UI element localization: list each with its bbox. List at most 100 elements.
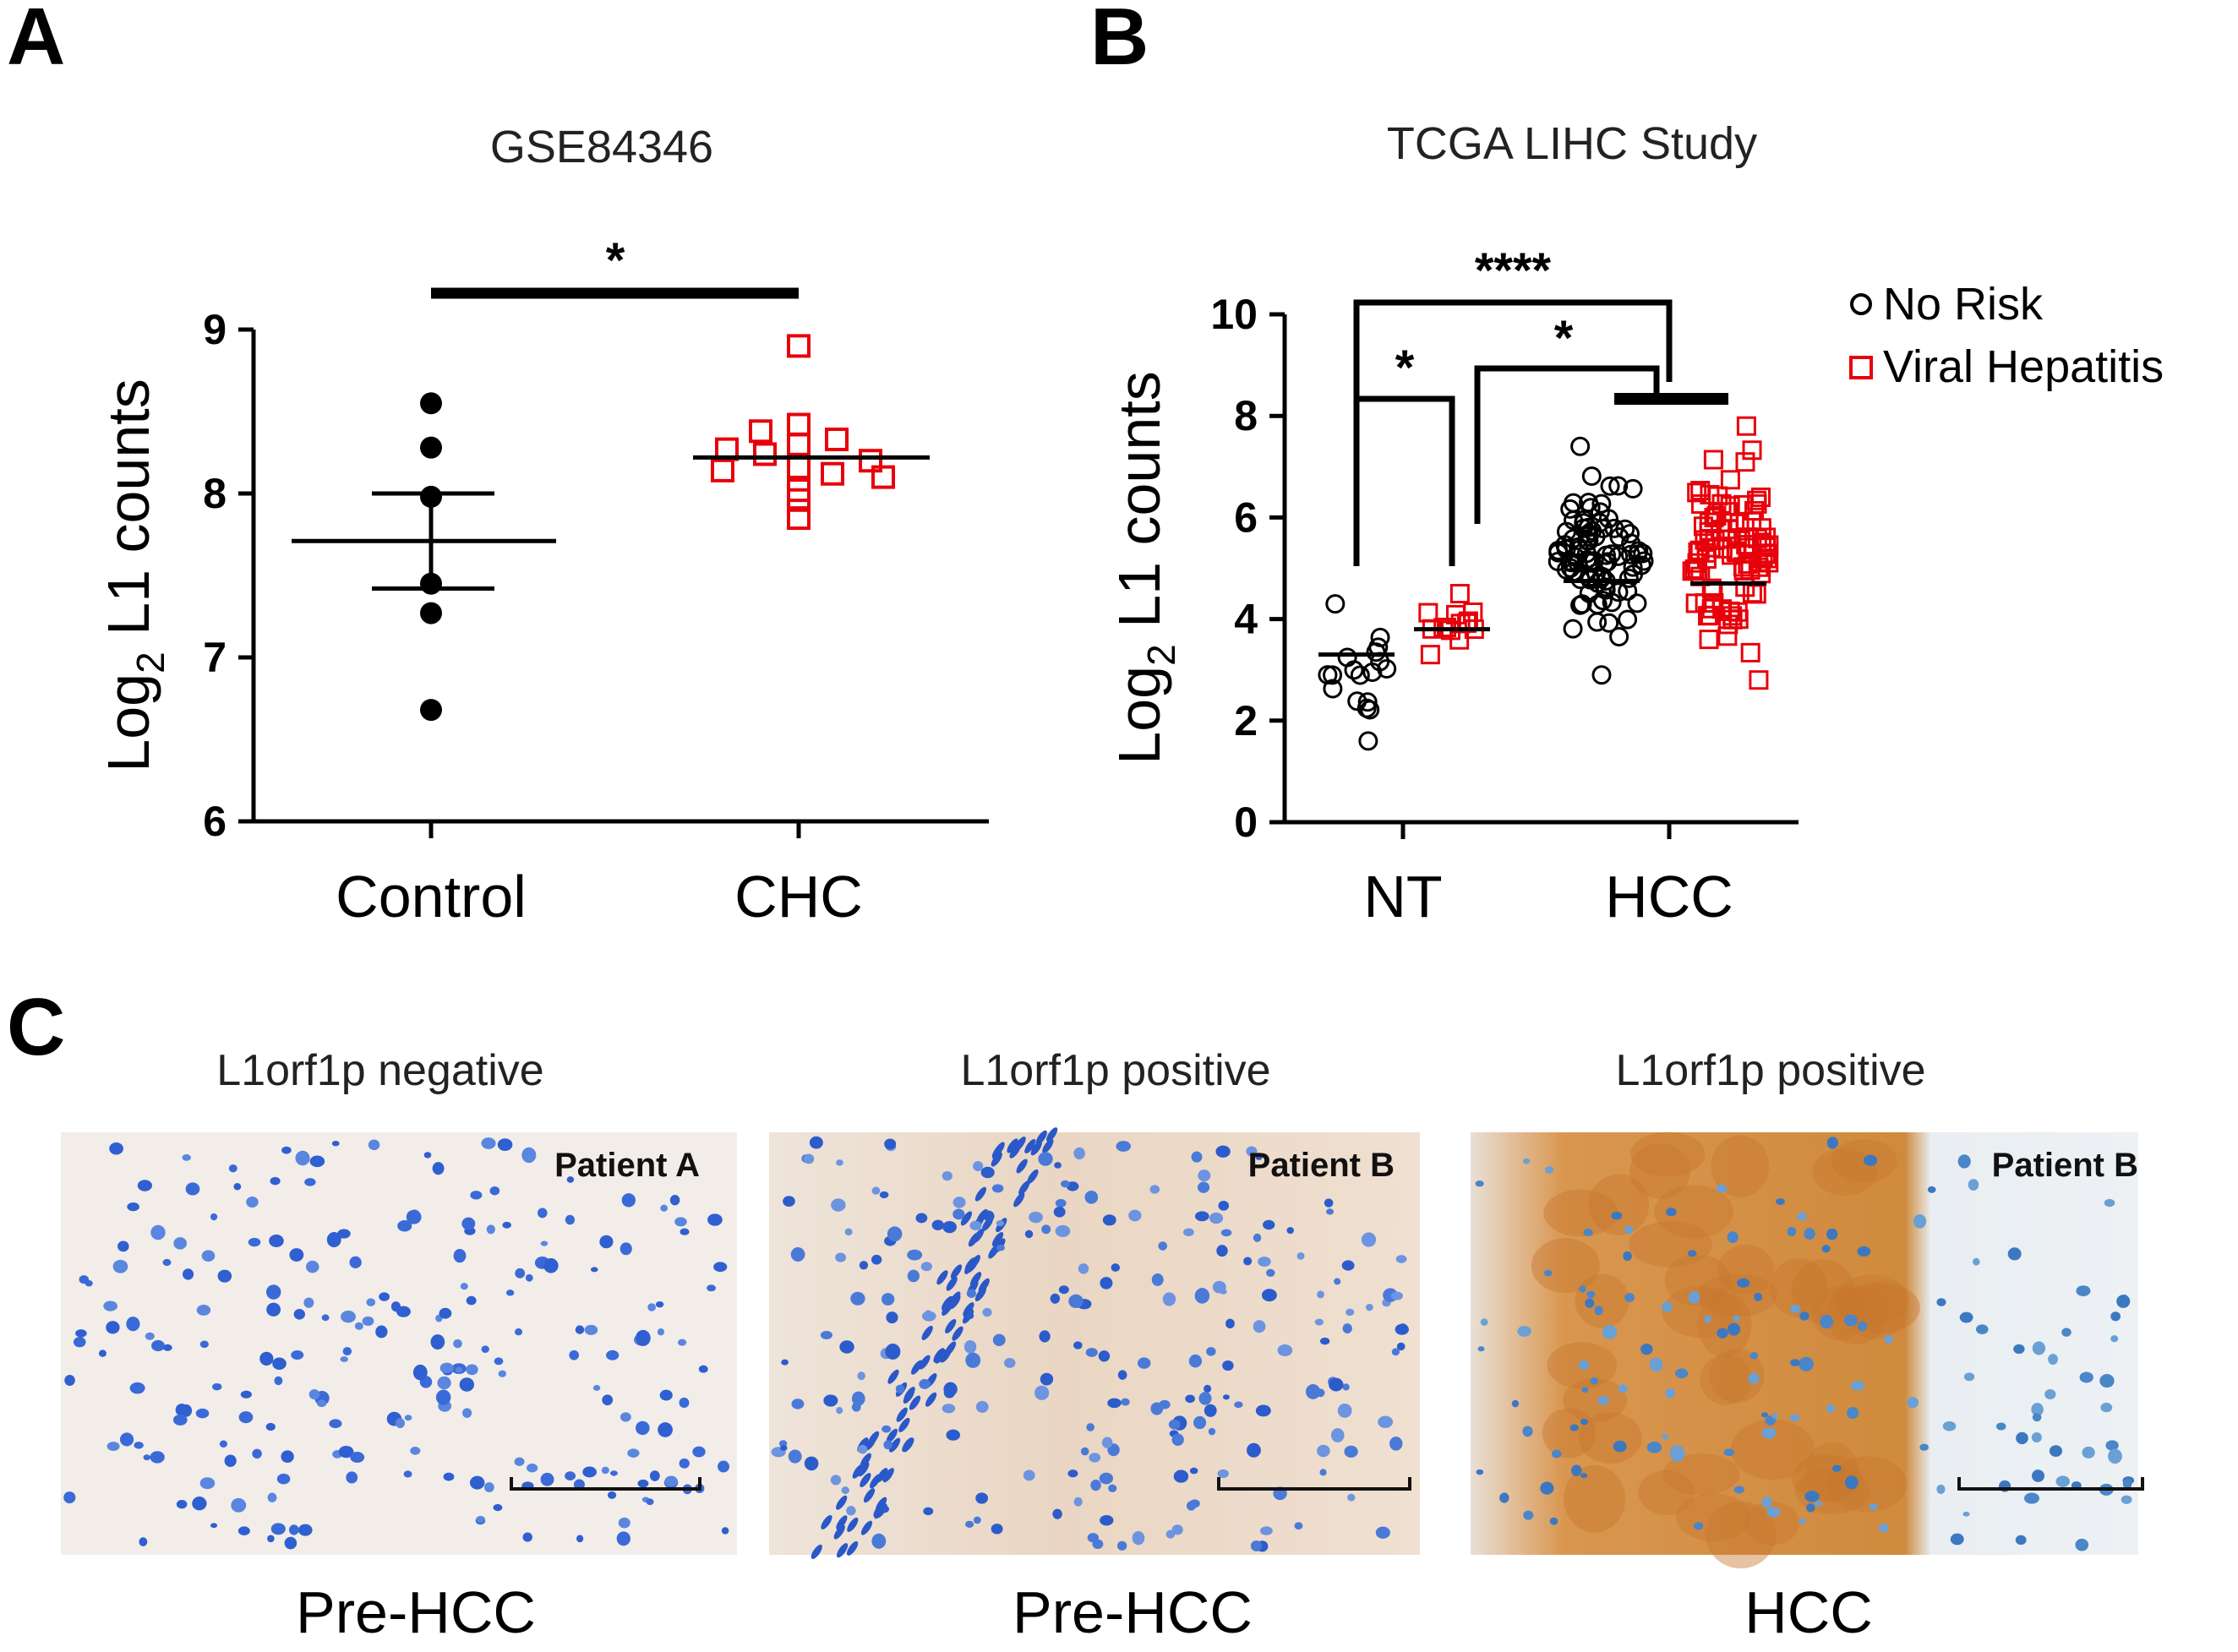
micrograph-nucleus: [341, 1311, 356, 1323]
micrograph-nucleus: [469, 1475, 485, 1490]
micrograph-nucleus: [1499, 1492, 1509, 1503]
chart-a-y-tick-label: 9: [203, 306, 227, 353]
micrograph-nucleus: [1108, 1484, 1117, 1492]
micrograph-nucleus: [1391, 1348, 1400, 1356]
micrograph-nucleus: [346, 1471, 358, 1484]
micrograph-nucleus: [950, 1264, 963, 1279]
micrograph-nucleus: [2013, 1344, 2025, 1355]
micrograph-nucleus: [410, 1447, 421, 1455]
micrograph-nucleus: [1727, 1322, 1741, 1336]
micrograph-nucleus: [1247, 1442, 1261, 1458]
micrograph-nucleus: [272, 1357, 287, 1371]
micrograph-nucleus: [85, 1279, 93, 1287]
chart-b-y-tick-label: 4: [1234, 596, 1258, 643]
micrograph-nucleus: [1050, 1293, 1061, 1304]
micrograph-nucleus: [103, 1300, 117, 1311]
chart-b-point-nt-no-risk: [1323, 679, 1343, 699]
micrograph-nucleus: [1581, 1387, 1589, 1393]
micrograph-nucleus: [627, 1448, 640, 1458]
micrograph-nucleus: [846, 1540, 859, 1556]
micrograph-nucleus: [291, 1349, 304, 1360]
micrograph-nucleus: [2031, 1403, 2044, 1416]
micrograph-cell: [1833, 1274, 1909, 1325]
micrograph-nucleus: [915, 1213, 928, 1224]
micrograph-nucleus: [1543, 1269, 1553, 1277]
micrograph-nucleus: [778, 1440, 788, 1448]
micrograph-nucleus: [395, 1418, 405, 1429]
micrograph-nucleus: [991, 1152, 1002, 1167]
micrograph-nucleus: [219, 1440, 228, 1448]
micrograph-nucleus: [974, 1186, 987, 1202]
micrograph-nucleus: [172, 1414, 188, 1426]
micrograph-nucleus: [836, 1159, 843, 1166]
micrograph-nucleus: [112, 1259, 128, 1273]
micrograph-nucleus: [1128, 1209, 1142, 1222]
micrograph-nucleus: [134, 1442, 144, 1449]
micrograph-nucleus: [1277, 1344, 1293, 1357]
micrograph-nucleus: [1342, 1323, 1352, 1334]
micrograph-nucleus: [308, 1389, 320, 1400]
micrograph-nucleus: [1171, 1433, 1184, 1447]
micrograph-nucleus: [657, 1328, 665, 1336]
micrograph-nucleus: [1013, 1192, 1025, 1208]
micrograph-nucleus: [655, 1300, 664, 1308]
micrograph-nucleus: [680, 1228, 690, 1235]
chart-a-point-chc: [753, 442, 777, 466]
micrograph-nucleus: [566, 1176, 575, 1183]
micrograph-nucleus: [1761, 1427, 1777, 1439]
micrograph-nucleus: [326, 1232, 341, 1247]
micrograph-nucleus: [1116, 1141, 1132, 1152]
micrograph-nucleus: [1183, 1228, 1194, 1237]
micrograph-nucleus: [871, 1254, 882, 1265]
micrograph-nucleus: [804, 1456, 819, 1471]
micrograph-nucleus: [1962, 1511, 1970, 1517]
micrograph-nucleus: [1602, 1324, 1618, 1339]
chart-a-point-control: [420, 392, 442, 415]
micrograph-nucleus: [1014, 1137, 1026, 1152]
micrograph-nucleus: [1480, 1318, 1488, 1326]
chart-b-point-hcc-no-risk: [1623, 478, 1643, 499]
micrograph-nucleus: [342, 1347, 352, 1356]
micrograph-nucleus: [975, 1492, 989, 1504]
micrograph-nucleus: [1078, 1263, 1089, 1274]
micrograph-cell: [1744, 1501, 1799, 1546]
micrograph-nucleus: [1540, 1481, 1554, 1495]
chart-b-point-hcc-viral: [1718, 519, 1739, 539]
chart-b-point-hcc-no-risk: [1591, 665, 1612, 685]
chart-b-point-nt-no-risk: [1366, 642, 1386, 662]
micrograph-nucleus: [1569, 1424, 1580, 1431]
micrograph-cell: [1664, 1254, 1732, 1306]
micrograph-nucleus: [1913, 1214, 1927, 1229]
micrograph-nucleus: [1111, 1263, 1121, 1272]
micrograph-nucleus: [199, 1340, 209, 1349]
micrograph-nucleus: [1733, 1486, 1744, 1494]
micrograph-nucleus: [231, 1497, 247, 1513]
micrograph-nucleus: [969, 1220, 982, 1231]
micrograph-nucleus: [1748, 1372, 1760, 1384]
micrograph-nucleus: [522, 1532, 532, 1542]
micrograph-nucleus: [212, 1382, 222, 1391]
chart-b-point-hcc-viral: [1735, 577, 1755, 597]
chart-b-point-hcc-no-risk: [1608, 476, 1629, 496]
chart-b-point-nt-no-risk: [1323, 665, 1343, 685]
micrograph-nucleus: [2104, 1198, 2115, 1208]
chart-b-point-hcc-viral: [1701, 578, 1722, 598]
micrograph-nucleus: [790, 1246, 805, 1262]
micrograph-nucleus: [1580, 1473, 1588, 1479]
micrograph-nucleus: [295, 1150, 310, 1166]
micrograph-nucleus: [851, 1402, 861, 1412]
micrograph-nucleus: [439, 1362, 454, 1374]
chart-a-point-chc: [871, 465, 895, 489]
micrograph-nucleus: [145, 1332, 155, 1340]
micrograph-nucleus: [252, 1448, 262, 1459]
micrograph-nucleus: [1618, 1384, 1628, 1393]
micrograph-nucleus: [1316, 1388, 1325, 1398]
micrograph-nucleus: [269, 1234, 284, 1247]
chart-a-point-chc: [825, 427, 849, 451]
micrograph-nucleus: [1258, 1257, 1271, 1267]
chart-b-point-hcc-viral: [1687, 483, 1707, 503]
micrograph-cell: [1629, 1143, 1691, 1199]
micrograph-nucleus: [2116, 1295, 2131, 1308]
